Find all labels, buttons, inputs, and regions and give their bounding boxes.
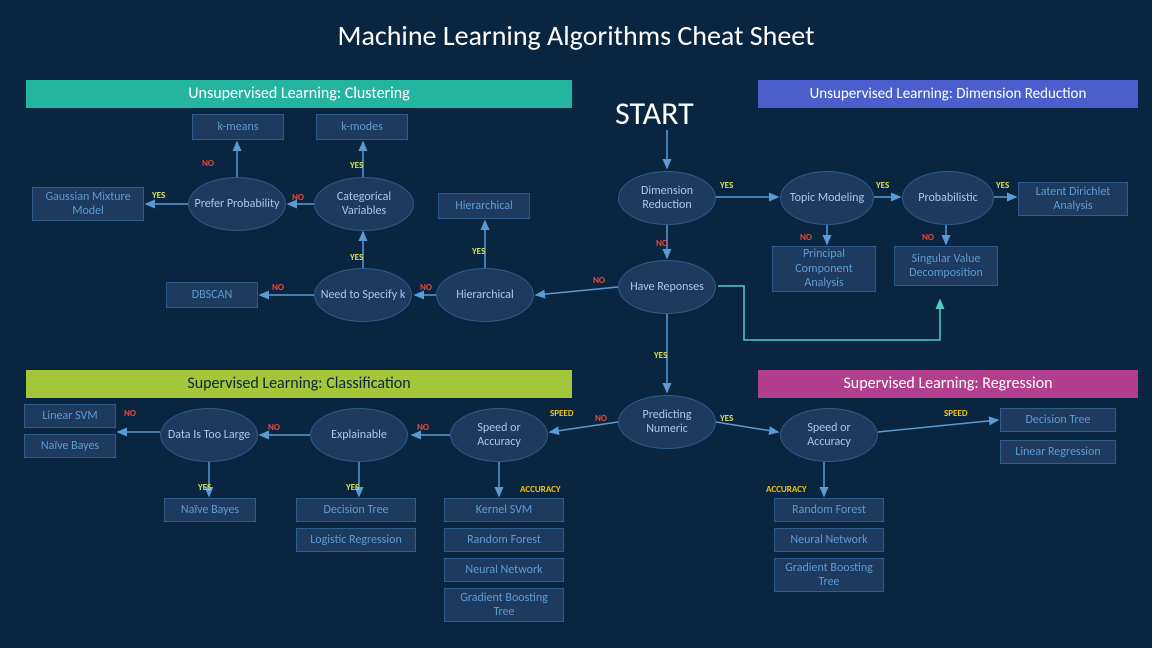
edge-label: YES: [350, 252, 363, 263]
leaf-naive-bayes2: Naïve Bayes: [164, 498, 256, 522]
edge-label: NO: [292, 192, 304, 203]
section-classification: Supervised Learning: Classification: [26, 370, 572, 398]
leaf-lda: Latent Dirichlet Analysis: [1018, 182, 1128, 216]
edge-label: YES: [996, 180, 1009, 191]
node-need-k: Need to Specify k: [314, 268, 412, 322]
leaf-dt-cls: Decision Tree: [296, 498, 416, 522]
edge-label: NO: [593, 275, 605, 286]
leaf-dbscan: DBSCAN: [166, 282, 258, 308]
node-explainable: Explainable: [310, 408, 408, 462]
leaf-dt-reg: Decision Tree: [1000, 408, 1116, 432]
edge-label: NO: [420, 282, 432, 293]
leaf-logreg: Logistic Regression: [296, 528, 416, 552]
start-label: START: [615, 94, 694, 133]
edge-label: NO: [595, 413, 607, 424]
edge-label: NO: [202, 158, 214, 169]
node-data-large: Data Is Too Large: [160, 408, 258, 462]
edge-label: YES: [198, 482, 211, 493]
edge-label: YES: [350, 160, 363, 171]
section-dimred: Unsupervised Learning: Dimension Reducti…: [758, 80, 1138, 108]
edge-label: YES: [876, 180, 889, 191]
node-topic-modeling: Topic Modeling: [780, 171, 874, 225]
leaf-gbt-cls: Gradient Boosting Tree: [444, 588, 564, 622]
leaf-gbt-reg: Gradient Boosting Tree: [774, 558, 884, 592]
edge-label: YES: [720, 180, 733, 191]
node-have-responses: Have Reponses: [618, 260, 716, 314]
edge-label: ACCURACY: [520, 484, 561, 495]
edge-label: ACCURACY: [766, 484, 807, 495]
leaf-pca: Principal Component Analysis: [772, 246, 876, 292]
edge-label: YES: [720, 413, 733, 424]
edge-label: NO: [417, 422, 429, 433]
node-speed-acc-cls: Speed or Accuracy: [450, 408, 548, 462]
page-title: Machine Learning Algorithms Cheat Sheet: [0, 18, 1152, 53]
edge-label: YES: [346, 482, 359, 493]
edge-label: YES: [654, 350, 667, 361]
edge-label: YES: [472, 246, 485, 257]
section-regression: Supervised Learning: Regression: [758, 370, 1138, 398]
leaf-nn-reg: Neural Network: [774, 528, 884, 552]
edge-label: SPEED: [944, 408, 968, 419]
node-prefer-prob: Prefer Probability: [188, 177, 286, 231]
edge-label: NO: [124, 408, 136, 419]
section-clustering: Unsupervised Learning: Clustering: [26, 80, 572, 108]
edge-label: NO: [922, 232, 934, 243]
edge-label: NO: [268, 422, 280, 433]
leaf-kernel-svm: Kernel SVM: [444, 498, 564, 522]
node-cat-vars: Categorical Variables: [314, 177, 414, 231]
edge-label: NO: [800, 232, 812, 243]
leaf-kmeans: k-means: [192, 114, 284, 140]
edge-label: YES: [152, 190, 165, 201]
edge-label: NO: [272, 282, 284, 293]
leaf-kmodes: k-modes: [316, 114, 408, 140]
leaf-naive-bayes1: Naïve Bayes: [24, 434, 116, 458]
leaf-svd: Singular Value Decomposition: [894, 246, 998, 286]
node-predict-numeric: Predicting Numeric: [618, 395, 716, 449]
leaf-rf-cls: Random Forest: [444, 528, 564, 552]
leaf-hierarchical: Hierarchical: [438, 193, 530, 219]
node-speed-acc-reg: Speed or Accuracy: [780, 408, 878, 462]
leaf-rf-reg: Random Forest: [774, 498, 884, 522]
edge-label: NO: [656, 238, 668, 249]
leaf-gmm: Gaussian Mixture Model: [32, 187, 144, 221]
node-probabilistic: Probabilistic: [902, 171, 994, 225]
leaf-linreg: Linear Regression: [1000, 440, 1116, 464]
leaf-nn-cls: Neural Network: [444, 558, 564, 582]
edge-label: SPEED: [550, 408, 574, 419]
node-hierarchical-q: Hierarchical: [436, 268, 534, 322]
leaf-linear-svm: Linear SVM: [24, 404, 116, 428]
node-dim-reduction: Dimension Reduction: [618, 171, 716, 225]
